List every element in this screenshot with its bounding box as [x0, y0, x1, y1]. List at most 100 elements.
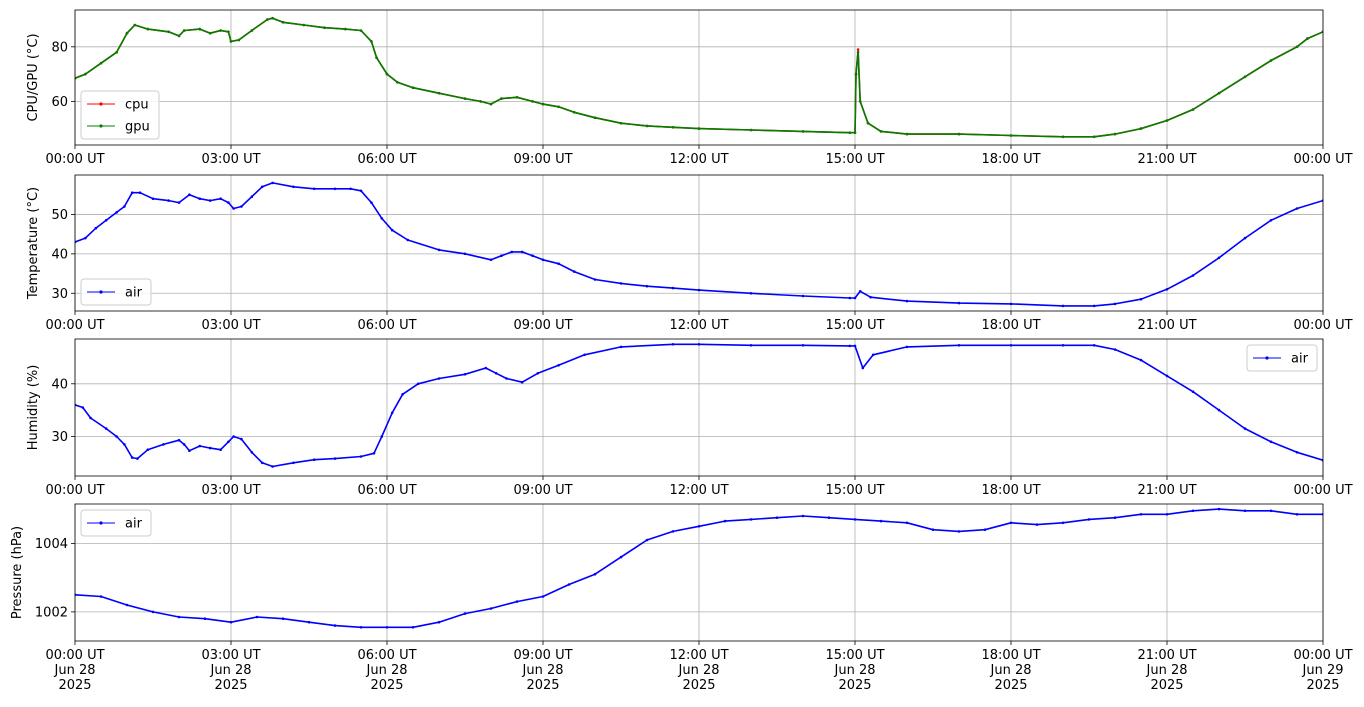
data-point: [401, 393, 404, 396]
data-point: [208, 446, 212, 450]
data-point: [130, 191, 134, 194]
data-point: [749, 292, 753, 295]
data-point: [853, 131, 857, 134]
x-tick-label: 12:00 UT Jun 28 2025: [669, 648, 728, 693]
y-axis-label: CPU/GPU (°C): [26, 33, 41, 121]
y-tick-label: 1002: [35, 605, 68, 620]
data-point: [697, 288, 701, 292]
data-point: [1113, 302, 1117, 306]
data-point: [515, 96, 519, 99]
data-point: [302, 23, 306, 27]
data-point: [104, 427, 108, 430]
x-tick-label: 12:00 UT: [669, 152, 728, 167]
data-point: [333, 187, 337, 191]
data-point: [869, 295, 872, 299]
x-tick-label: 18:00 UT Jun 28 2025: [981, 648, 1040, 693]
data-point: [1217, 91, 1221, 95]
data-point: [333, 457, 337, 460]
data-point: [396, 81, 399, 84]
data-point: [138, 191, 142, 194]
y-tick-label: 40: [51, 377, 68, 392]
data-point: [489, 102, 493, 106]
data-point: [1061, 521, 1065, 525]
data-point: [671, 530, 675, 533]
data-point: [271, 465, 274, 468]
data-point: [411, 86, 415, 89]
x-tick-label: 15:00 UT: [825, 152, 884, 167]
x-tick-label: 18:00 UT: [981, 318, 1040, 333]
data-point: [81, 406, 85, 409]
data-point: [232, 435, 235, 438]
x-tick-label: 12:00 UT: [669, 318, 728, 333]
x-tick-label: 21:00 UT: [1137, 152, 1196, 167]
data-point: [1035, 523, 1039, 526]
data-point: [344, 27, 347, 31]
legend-label: gpu: [125, 120, 150, 135]
data-point: [411, 626, 415, 629]
data-point: [359, 455, 363, 458]
data-point: [879, 519, 883, 523]
data-point: [723, 519, 727, 523]
data-point: [1061, 304, 1065, 308]
subplot-4: 00:00 UT Jun 28 2025 03:00 UT Jun 28 2025 06:0…: [10, 503, 1353, 693]
data-point: [271, 16, 274, 20]
series-air: [75, 343, 1323, 468]
data-point: [115, 211, 118, 214]
data-point: [515, 600, 519, 603]
data-point: [489, 607, 493, 610]
data-point: [250, 451, 254, 454]
subplot-3: 00:00 UT 03:00 UT 06:00 UT 09:00 UT 12:00 UT…: [26, 338, 1353, 498]
legend: air: [80, 509, 152, 537]
legend: air: [1246, 344, 1318, 372]
data-point: [292, 185, 295, 189]
data-point: [1165, 374, 1169, 378]
legend-label: air: [1291, 352, 1309, 367]
data-point: [385, 626, 389, 629]
data-point: [856, 48, 860, 51]
data-point: [848, 344, 852, 348]
y-tick-label: 30: [51, 430, 68, 445]
x-tick-label: 15:00 UT: [825, 318, 884, 333]
data-point: [858, 290, 862, 293]
x-tick-label: 00:00 UT: [45, 152, 104, 167]
data-point: [484, 366, 488, 370]
x-tick-label: 09:00 UT: [513, 318, 572, 333]
x-tick-label: 00:00 UT: [1293, 483, 1352, 498]
x-tick-label: 00:00 UT: [45, 483, 104, 498]
data-point: [380, 217, 384, 220]
data-point: [1009, 344, 1013, 347]
data-point: [130, 456, 134, 459]
data-point: [541, 258, 545, 262]
data-point: [162, 443, 165, 446]
data-point: [89, 416, 92, 420]
data-point: [479, 100, 482, 103]
data-point: [671, 126, 675, 129]
data-point: [593, 572, 597, 576]
x-tick-label: 21:00 UT: [1137, 318, 1196, 333]
data-point: [1217, 507, 1221, 511]
y-tick-label: 40: [51, 247, 68, 262]
data-point: [123, 443, 126, 446]
data-point: [151, 197, 155, 200]
data-point: [260, 461, 264, 465]
data-point: [227, 440, 230, 444]
data-point: [84, 236, 87, 240]
data-point: [1087, 518, 1091, 521]
data-point: [983, 528, 987, 531]
data-point: [136, 457, 139, 460]
data-point: [198, 197, 202, 200]
data-point: [359, 189, 363, 193]
data-point: [957, 301, 961, 305]
data-point: [1113, 516, 1117, 519]
data-point: [463, 612, 467, 615]
data-point: [188, 193, 191, 196]
data-point: [572, 270, 576, 273]
data-point: [1139, 513, 1143, 516]
data-point: [271, 181, 274, 185]
data-point: [1009, 302, 1013, 306]
data-point: [177, 438, 181, 442]
data-point: [853, 296, 857, 300]
data-point: [1269, 509, 1273, 513]
data-point: [227, 201, 230, 204]
data-point: [104, 219, 108, 222]
